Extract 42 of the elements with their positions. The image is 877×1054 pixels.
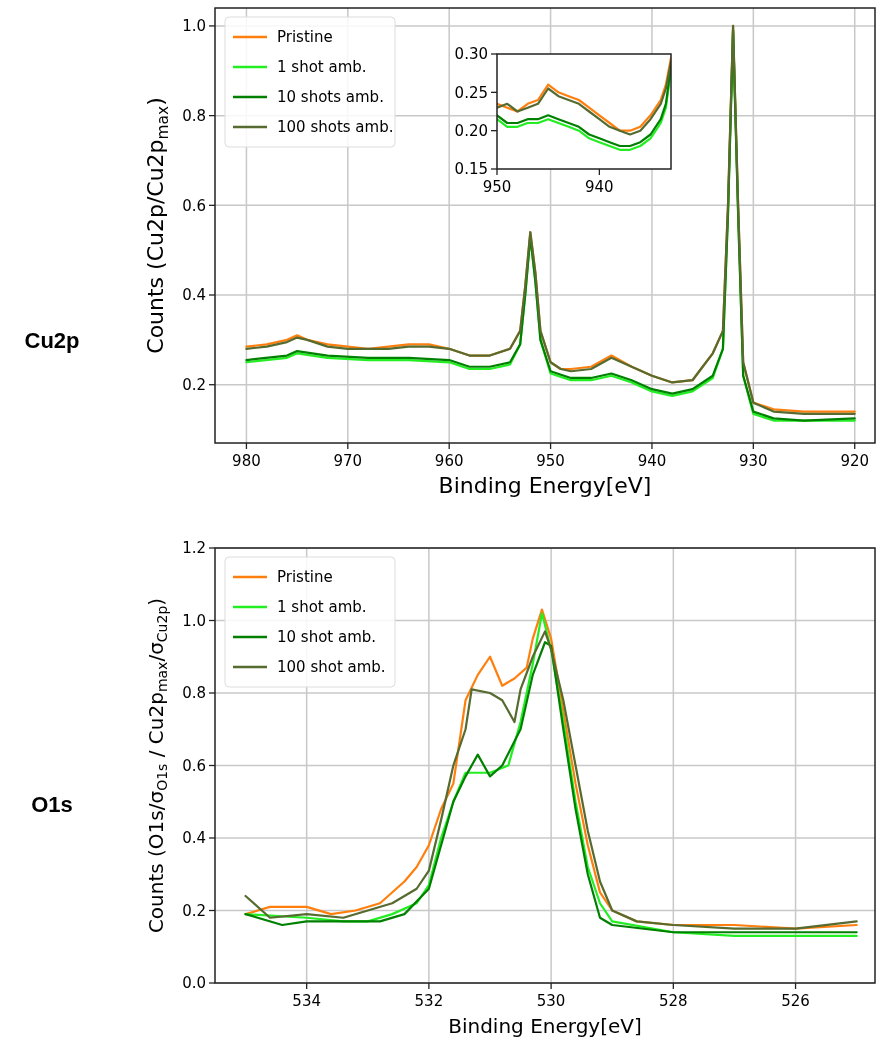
x-axis-title: Binding Energy[eV]	[438, 473, 652, 498]
text: Cu2p	[24, 328, 80, 353]
y-tick-label: 0.6	[182, 196, 206, 215]
y-tick-label: 0.15	[454, 160, 488, 179]
y-tick-label: 0.8	[182, 106, 206, 125]
x-tick-label: 534	[292, 992, 321, 1010]
y-tick-label: 0.4	[182, 829, 206, 848]
legend-label: 100 shots amb.	[277, 118, 394, 137]
text: O1s	[31, 792, 73, 817]
legend-label: 10 shots amb.	[277, 88, 384, 107]
x-tick-label: 980	[232, 452, 261, 470]
legend-label: 1 shot amb.	[277, 598, 367, 617]
legend-label: Pristine	[277, 568, 333, 587]
y-tick-label: 0.2	[182, 901, 206, 920]
y-tick-label: 0.0	[182, 974, 206, 993]
legend-label: 1 shot amb.	[277, 58, 367, 77]
y-tick-label: 0.25	[454, 83, 488, 102]
y-tick-label: 0.2	[182, 375, 206, 394]
y-tick-label: 0.6	[182, 756, 206, 775]
x-tick-label: 528	[659, 992, 688, 1010]
legend-label: 100 shot amb.	[277, 658, 386, 677]
x-tick-label: 940	[637, 452, 667, 470]
x-tick-label: 960	[434, 452, 464, 470]
x-tick-label: 530	[536, 992, 566, 1010]
y-tick-label: 1.2	[182, 539, 206, 558]
legend-label: 10 shot amb.	[277, 628, 377, 647]
y-tick-label: 0.20	[454, 121, 488, 140]
x-tick-label: 940	[585, 178, 614, 196]
x-tick-label: 970	[333, 452, 363, 470]
x-tick-label: 526	[781, 992, 810, 1010]
y-tick-label: 0.30	[454, 45, 488, 64]
y-tick-label: 0.4	[182, 286, 206, 305]
x-tick-label: 950	[536, 452, 565, 470]
y-tick-label: 0.8	[182, 684, 206, 703]
x-axis-title: Binding Energy[eV]	[448, 1014, 642, 1038]
y-tick-label: 1.0	[182, 17, 206, 36]
x-tick-label: 532	[414, 992, 444, 1010]
x-tick-label: 930	[739, 452, 768, 470]
y-tick-label: 1.0	[182, 611, 206, 630]
x-tick-label: 950	[482, 178, 512, 196]
x-tick-label: 920	[840, 452, 870, 470]
legend-label: Pristine	[277, 28, 333, 47]
